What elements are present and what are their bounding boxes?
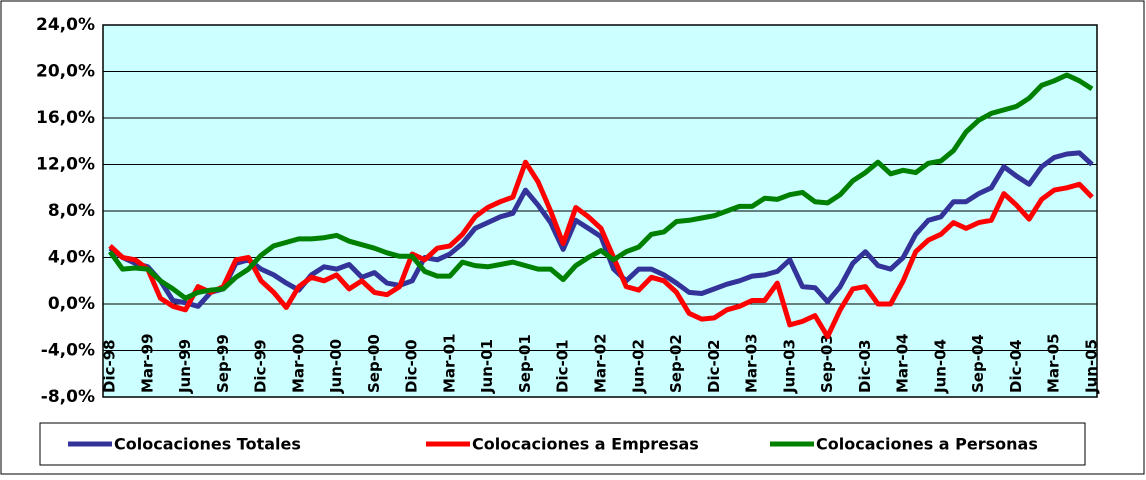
y-tick-label: 20,0%: [36, 62, 95, 82]
y-tick-label: -8,0%: [41, 387, 95, 407]
x-tick-label: Jun-03: [780, 339, 798, 394]
x-tick-label: Dic-01: [554, 339, 572, 393]
x-tick-label: Dic-00: [403, 339, 421, 393]
plot-border: [102, 24, 1098, 398]
x-tick-label: Jun-99: [176, 339, 194, 394]
x-tick-label: Sep-02: [667, 334, 685, 393]
y-tick-label: 16,0%: [36, 108, 95, 128]
y-tick-label: 24,0%: [36, 15, 95, 35]
data-line: [108, 150, 1094, 309]
y-tick-label: 12,0%: [36, 155, 95, 175]
legend-label: Colocaciones Totales: [114, 435, 301, 454]
x-tick-label: Jun-05: [1083, 339, 1101, 394]
x-tick-label: Jun-01: [478, 339, 496, 394]
x-tick-label: Jun-04: [931, 339, 949, 394]
x-tick-label: Jun-00: [327, 339, 345, 394]
x-tick-label: Sep-99: [214, 334, 232, 393]
data-line: [107, 72, 1094, 301]
x-tick-label: Mar-04: [894, 333, 912, 393]
x-tick-label: Mar-01: [440, 333, 458, 393]
y-tick-label: 8,0%: [48, 201, 95, 221]
legend-label: Colocaciones a Empresas: [472, 435, 699, 454]
x-tick-label: Sep-03: [818, 334, 836, 393]
x-tick-label: Sep-00: [365, 334, 383, 393]
y-tick-label: 4,0%: [48, 248, 95, 268]
x-tick-label: Dic-02: [705, 339, 723, 393]
x-tick-label: Sep-04: [969, 334, 987, 393]
data-line: [108, 159, 1094, 340]
x-tick-label: Jun-02: [629, 339, 647, 394]
x-tick-label: Sep-01: [516, 334, 534, 393]
x-tick-label: Dic-98: [101, 339, 119, 393]
legend-box: [39, 422, 1086, 466]
x-tick-label: Mar-05: [1045, 333, 1063, 393]
legend-label: Colocaciones a Personas: [816, 435, 1038, 454]
y-tick-label: 0,0%: [48, 294, 95, 314]
x-tick-label: Mar-02: [592, 333, 610, 393]
x-tick-label: Mar-00: [289, 333, 307, 393]
x-tick-label: Dic-04: [1007, 339, 1025, 393]
x-tick-label: Mar-99: [138, 333, 156, 393]
x-tick-label: Dic-99: [252, 339, 270, 393]
y-tick-label: -4,0%: [41, 341, 95, 361]
x-tick-label: Mar-03: [743, 333, 761, 393]
x-tick-label: Dic-03: [856, 339, 874, 393]
